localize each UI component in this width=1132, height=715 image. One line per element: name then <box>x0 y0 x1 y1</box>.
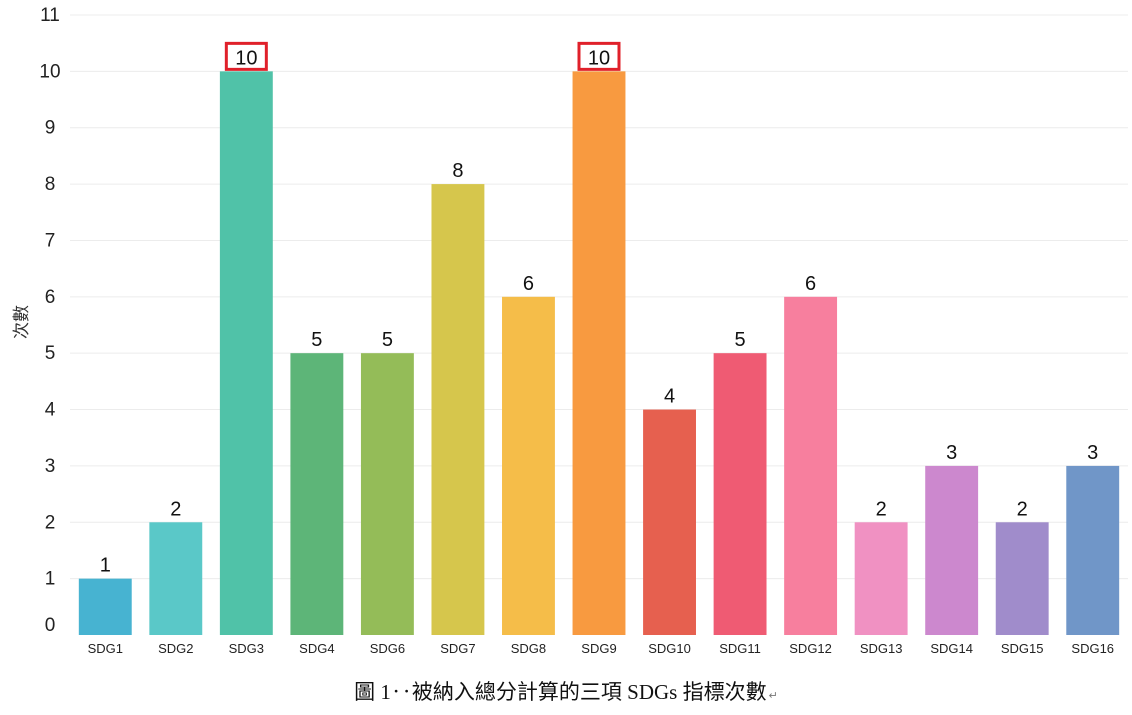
x-tick-label: SDG4 <box>299 641 334 656</box>
bar-sdg1 <box>78 578 132 635</box>
x-tick-label: SDG2 <box>158 641 193 656</box>
y-tick-label: 2 <box>45 512 56 533</box>
y-tick-label: 3 <box>45 456 56 477</box>
highlight-box <box>224 41 268 71</box>
y-tick-label: 7 <box>45 230 56 251</box>
x-tick-label: SDG11 <box>719 641 761 656</box>
x-tick-label: SDG1 <box>88 641 123 656</box>
y-tick-label: 6 <box>45 287 56 308</box>
data-label: 4 <box>664 386 675 408</box>
y-axis-label: 次數 <box>12 305 31 339</box>
data-label: 6 <box>805 273 816 295</box>
caption-text: 圖 1‥被納入總分計算的三項 SDGs 指標次數 <box>354 680 767 704</box>
x-axis-ticks: SDG1 SDG2 SDG3 SDG4 SDG6 SDG7 SDG8 SDG9 SDG10 SDG… <box>88 641 1114 656</box>
bar-sdg12 <box>784 296 838 635</box>
x-tick-label: SDG12 <box>789 641 832 656</box>
bar-sdg13 <box>854 522 908 635</box>
x-tick-label: SDG6 <box>370 641 405 656</box>
highlight-box <box>577 41 621 71</box>
paragraph-mark: ↵ <box>768 690 778 702</box>
y-tick-label: 11 <box>40 5 60 26</box>
x-tick-label: SDG14 <box>930 641 973 656</box>
data-label: 5 <box>735 329 746 351</box>
x-tick-label: SDG13 <box>860 641 903 656</box>
bar-sdg4 <box>290 353 344 635</box>
x-tick-label: SDG9 <box>581 641 616 656</box>
bar-sdg10 <box>643 409 696 635</box>
y-tick-label: 5 <box>45 343 56 364</box>
x-tick-label: SDG7 <box>440 641 475 656</box>
data-label: 3 <box>1087 442 1098 464</box>
data-label: 2 <box>1017 498 1028 520</box>
data-label: 8 <box>452 160 463 182</box>
x-tick-label: SDG8 <box>511 641 546 656</box>
x-tick-label: SDG3 <box>229 641 264 656</box>
x-tick-label: SDG16 <box>1071 641 1114 656</box>
data-label: 2 <box>170 498 181 520</box>
y-axis-ticks: 0 1 2 3 4 5 6 7 8 9 10 11 <box>39 5 60 636</box>
bar-sdg15 <box>995 522 1049 635</box>
y-tick-label: 1 <box>45 569 56 590</box>
data-label: 10 <box>235 47 257 69</box>
bar-sdg3 <box>219 71 273 635</box>
x-tick-label: SDG15 <box>1001 641 1044 656</box>
data-label: 6 <box>523 273 534 295</box>
data-label: 1 <box>100 555 111 577</box>
data-label: 3 <box>946 442 957 464</box>
bar-sdg9 <box>572 71 626 635</box>
y-tick-label: 9 <box>45 118 56 139</box>
data-labels: 1 2 10 5 5 8 6 10 4 5 6 2 3 2 3 <box>100 41 1098 577</box>
bars <box>78 71 1120 635</box>
y-tick-label: 8 <box>45 174 56 195</box>
data-label: 2 <box>876 498 887 520</box>
y-tick-label: 0 <box>45 615 56 636</box>
data-label: 10 <box>588 47 610 69</box>
x-tick-label: SDG10 <box>648 641 691 656</box>
y-tick-label: 4 <box>45 400 56 421</box>
bar-sdg6 <box>360 353 414 635</box>
bar-sdg7 <box>431 184 485 635</box>
bar-sdg14 <box>925 465 979 635</box>
bar-chart: 0 1 2 3 4 5 6 7 8 9 10 11 次數 1 2 10 5 5 8 6 10 4 5 6 2 3 2 3 SDG1… <box>12 5 1128 656</box>
data-label: 5 <box>311 329 322 351</box>
figure-caption: 圖 1‥被納入總分計算的三項 SDGs 指標次數 ↵ <box>0 676 1132 706</box>
y-tick-label: 10 <box>39 61 60 82</box>
data-label: 5 <box>382 329 393 351</box>
bar-sdg2 <box>149 522 203 635</box>
bar-sdg11 <box>713 353 767 635</box>
bar-sdg8 <box>502 296 555 635</box>
bar-sdg16 <box>1066 465 1120 635</box>
